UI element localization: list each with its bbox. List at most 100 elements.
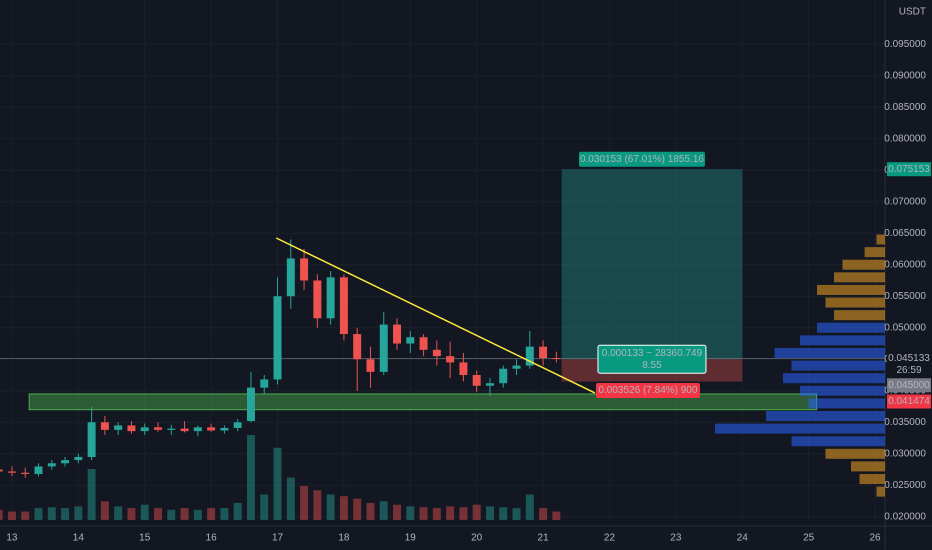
volume-profile-bar: [817, 322, 885, 333]
candle-body: [446, 356, 455, 363]
volume-profile-bar: [864, 247, 885, 258]
volume-bar: [167, 509, 176, 520]
candle-body: [61, 460, 70, 464]
candle-body: [525, 346, 534, 366]
volume-profile-bar: [876, 234, 885, 245]
volume-bar: [512, 508, 521, 520]
volume-bar: [459, 507, 468, 520]
candle-body: [220, 427, 229, 431]
volume-bar: [7, 511, 16, 520]
x-tick-label: 16: [206, 533, 218, 544]
candle-body: [207, 427, 216, 431]
entry-price-tag: 0.045000: [888, 380, 930, 391]
candle-body: [432, 349, 441, 357]
y-tick-label: 0.020000: [884, 511, 926, 522]
candle-body: [0, 469, 3, 472]
stop-price-tag-box: [887, 394, 931, 409]
center-sublabel: 8.55: [642, 360, 662, 371]
candle-body: [499, 368, 508, 384]
candle-body: [459, 362, 468, 376]
target-price-tag-box: [887, 162, 931, 177]
candle-body: [419, 337, 428, 350]
entry-price-tag-box: [887, 378, 931, 393]
candle-body: [233, 422, 242, 428]
candle-body: [539, 346, 548, 359]
volume-bar: [180, 508, 189, 520]
volume-bar: [100, 501, 109, 520]
volume-bar: [326, 494, 335, 520]
volume-bar: [499, 507, 508, 520]
candle-body: [326, 277, 335, 319]
volume-profile-bar: [876, 486, 885, 497]
volume-bar: [220, 508, 229, 520]
center-label: 0.000133 ~ 28360.749: [602, 348, 703, 359]
y-tick-label: 0.065000: [884, 228, 926, 239]
candle-body: [154, 427, 162, 430]
volume-bar: [193, 509, 202, 520]
volume-bar: [379, 501, 388, 520]
candle-body: [512, 365, 521, 369]
x-tick-label: 26: [869, 533, 881, 544]
candle-body: [100, 422, 109, 430]
volume-bar: [539, 508, 548, 520]
volume-profile-bar: [800, 385, 885, 396]
volume-profile-bar: [791, 436, 885, 447]
candle-body: [127, 425, 136, 432]
last-price-tag: 0.045133: [888, 353, 930, 364]
candle-body: [366, 359, 375, 372]
volume-profile-bar: [834, 310, 885, 321]
candle-body: [339, 277, 348, 335]
candle-body: [393, 324, 402, 344]
x-tick-label: 17: [272, 533, 284, 544]
candle-body: [74, 456, 83, 461]
trendline: [275, 237, 596, 394]
candle-body: [21, 472, 30, 474]
last-price-tag-box: [887, 351, 931, 366]
candle-body: [87, 422, 96, 457]
volume-bar: [432, 508, 441, 520]
stop-label-box: [595, 382, 700, 398]
volume-bar: [233, 503, 242, 520]
candle-body: [47, 463, 56, 467]
volume-bar: [353, 498, 362, 520]
y-tick-label: 0.085000: [884, 102, 926, 113]
volume-profile-bar: [859, 474, 885, 485]
volume-bar: [525, 494, 534, 520]
volume-profile-bar: [842, 259, 885, 270]
volume-bar: [47, 507, 56, 520]
volume-profile-bar: [825, 448, 885, 459]
x-tick-label: 24: [737, 533, 749, 544]
volume-bar: [246, 435, 255, 520]
volume-bar: [87, 469, 96, 520]
volume-bar: [273, 447, 282, 520]
x-tick-label: 21: [538, 533, 550, 544]
volume-bar: [21, 511, 30, 520]
volume-profile-bar: [851, 461, 885, 472]
x-tick-label: 15: [139, 533, 151, 544]
y-tick-label: 0.070000: [884, 196, 926, 207]
target-label-box: [578, 151, 705, 167]
x-tick-label: 23: [670, 533, 682, 544]
x-tick-label: 22: [604, 533, 616, 544]
x-tick-label: 19: [405, 533, 417, 544]
y-tick-label: 0.055000: [884, 291, 926, 302]
volume-bar: [34, 508, 43, 520]
volume-profile-bar: [791, 360, 885, 371]
volume-bar: [446, 506, 455, 520]
candle-body: [114, 425, 123, 430]
volume-bar: [154, 508, 162, 520]
candle-body: [552, 358, 561, 360]
volume-profile-bar: [774, 347, 885, 358]
y-tick-label: 0.035000: [884, 417, 926, 428]
candle-body: [300, 258, 309, 281]
y-tick-label: 0.050000: [884, 322, 926, 333]
candle-body: [246, 387, 255, 422]
target-label: 0.030153 (67.01%) 1855.16: [580, 154, 704, 165]
volume-bar: [472, 504, 481, 520]
candle-body: [167, 428, 176, 430]
volume-profile-bar: [715, 423, 885, 434]
candle-body: [273, 296, 282, 380]
volume-profile-bar: [825, 297, 885, 308]
target-price-tag: 0.075153: [888, 164, 930, 175]
